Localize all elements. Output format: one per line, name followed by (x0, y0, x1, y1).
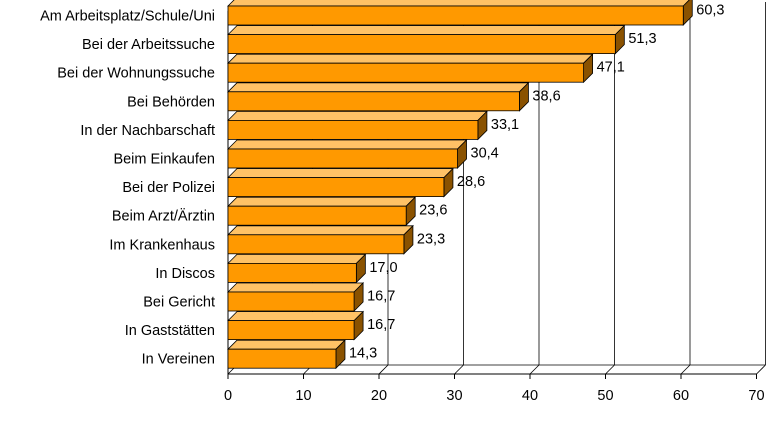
bar (227, 5, 684, 26)
floor-diagonal (529, 364, 540, 375)
bar-top-face (227, 0, 690, 7)
category-label: In der Nachbarschaft (80, 123, 215, 139)
bar-top-face (227, 82, 530, 93)
bar-top-face (227, 311, 365, 322)
category-label: Bei der Arbeitssuche (82, 37, 215, 53)
category-label: Beim Einkaufen (113, 152, 215, 168)
data-label: 28,6 (457, 174, 485, 190)
x-tick-label: 40 (522, 388, 538, 404)
category-label: Bei Gericht (143, 295, 215, 311)
data-label: 23,6 (419, 203, 447, 219)
x-tick-label: 10 (295, 388, 311, 404)
data-label: 17,0 (369, 260, 397, 276)
bar (227, 205, 407, 226)
bar-top-face (227, 339, 346, 350)
bar-top-face (227, 139, 468, 150)
bar (227, 120, 479, 140)
bar (227, 234, 405, 255)
data-label: 38,6 (532, 88, 560, 104)
data-label: 16,7 (367, 317, 395, 333)
data-label: 16,7 (367, 289, 395, 305)
x-tick-label: 0 (224, 388, 232, 404)
category-label: Beim Arzt/Ärztin (112, 208, 215, 225)
bars (227, 0, 693, 370)
floor-diagonal (378, 364, 389, 375)
category-label: Bei Behörden (127, 94, 215, 110)
bar (227, 177, 445, 198)
labels: 0 10 20 30 40 50 60 70 Am Arbeitsplatz/Schule/Un… (40, 3, 764, 405)
bar (227, 91, 520, 112)
floor-diagonal (680, 364, 691, 375)
x-tick-label: 20 (371, 388, 387, 404)
bar-top-face (227, 53, 594, 64)
x-tick-label: 30 (446, 388, 462, 404)
floor-diagonal (605, 364, 615, 375)
bar (227, 291, 355, 312)
floor-diagonal (756, 364, 766, 375)
floor-diagonal (454, 364, 464, 375)
bar (227, 262, 357, 283)
bar-top-face (227, 25, 626, 35)
category-label: In Discos (155, 266, 215, 282)
data-label: 14,3 (349, 346, 377, 362)
bar-top-face (227, 225, 414, 236)
bar-top-face (227, 196, 417, 207)
bar-top-face (227, 282, 365, 293)
x-tick-label: 70 (748, 388, 764, 404)
bar (227, 62, 585, 83)
bar (227, 348, 337, 369)
category-label: Am Arbeitsplatz/Schule/Uni (40, 9, 215, 25)
data-label: 60,3 (696, 3, 724, 19)
bar (227, 148, 458, 169)
category-label: Im Krankenhaus (109, 237, 215, 253)
x-tick-label: 60 (673, 388, 689, 404)
data-label: 51,3 (628, 31, 656, 47)
bar (227, 34, 616, 54)
data-label: 47,1 (597, 60, 625, 76)
bar-top-face (227, 253, 367, 264)
x-tick-label: 50 (597, 388, 613, 404)
data-label: 30,4 (471, 146, 499, 162)
data-label: 23,3 (417, 231, 445, 247)
category-label: In Vereinen (142, 352, 215, 368)
data-label: 33,1 (491, 117, 519, 133)
bar-top-face (227, 111, 488, 121)
category-label: Bei der Polizei (122, 180, 215, 196)
category-label: In Gaststätten (125, 323, 215, 339)
bar (227, 320, 355, 341)
category-label: Bei der Wohnungssuche (57, 66, 215, 82)
bar-top-face (227, 168, 454, 179)
